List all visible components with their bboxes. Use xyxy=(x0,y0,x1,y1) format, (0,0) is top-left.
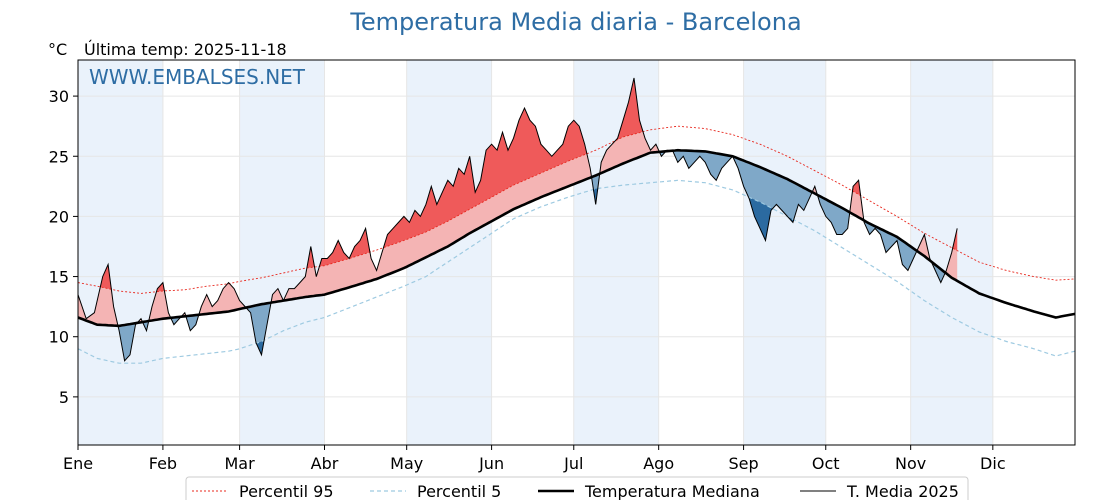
median-line xyxy=(77,148,1076,328)
x-tick-label: Mar xyxy=(225,454,256,473)
y-tick-label: 20 xyxy=(49,207,69,226)
y-tick-label: 30 xyxy=(49,87,69,106)
x-tick-label: Sep xyxy=(729,454,759,473)
above-median-fill xyxy=(78,78,958,326)
x-tick-label: May xyxy=(390,454,423,473)
month-band xyxy=(78,60,163,445)
p5-line xyxy=(77,179,1076,364)
month-band xyxy=(743,60,826,445)
p95-line xyxy=(77,125,1076,294)
y-tick-label: 5 xyxy=(59,388,69,407)
x-tick-label: Dic xyxy=(980,454,1006,473)
x-tick-label: Abr xyxy=(311,454,339,473)
legend-label: Percentil 5 xyxy=(417,482,501,500)
legend-label: T. Media 2025 xyxy=(846,482,959,500)
y-tick-label: 15 xyxy=(49,268,69,287)
legend-label: Percentil 95 xyxy=(239,482,334,500)
series-lines xyxy=(77,77,1076,364)
x-tick-label: Ene xyxy=(63,454,93,473)
legend-box xyxy=(185,476,969,500)
last-temp-label: Última temp: 2025-11-18 xyxy=(84,40,287,59)
chart-title: Temperatura Media diaria - Barcelona xyxy=(350,8,802,36)
watermark-text: WWW.EMBALSES.NET xyxy=(89,65,306,89)
plot-frame xyxy=(77,59,1076,446)
x-tick-label: Feb xyxy=(149,454,177,473)
y-tick-label: 10 xyxy=(49,328,69,347)
legend: Percentil 95 Percentil 5 Temperatura Media… xyxy=(185,476,969,500)
y-tick-label: 25 xyxy=(49,147,69,166)
unit-label: °C xyxy=(48,40,68,59)
legend-label: Temperatura Mediana xyxy=(584,482,760,500)
month-bands xyxy=(78,60,993,445)
x-axis: Ene Feb Mar Abr May Jun Jul Ago Sep Oct Nov Dic xyxy=(63,445,1006,473)
y-axis: 5 10 15 20 25 30 xyxy=(49,87,78,407)
x-tick-label: Ago xyxy=(643,454,674,473)
x-tick-label: Oct xyxy=(812,454,840,473)
x-tick-label: Jul xyxy=(563,454,583,473)
x-tick-label: Nov xyxy=(895,454,926,473)
t2025-line xyxy=(77,77,958,362)
month-band xyxy=(573,60,659,445)
x-tick-label: Jun xyxy=(478,454,504,473)
anomaly-fills xyxy=(78,78,958,364)
